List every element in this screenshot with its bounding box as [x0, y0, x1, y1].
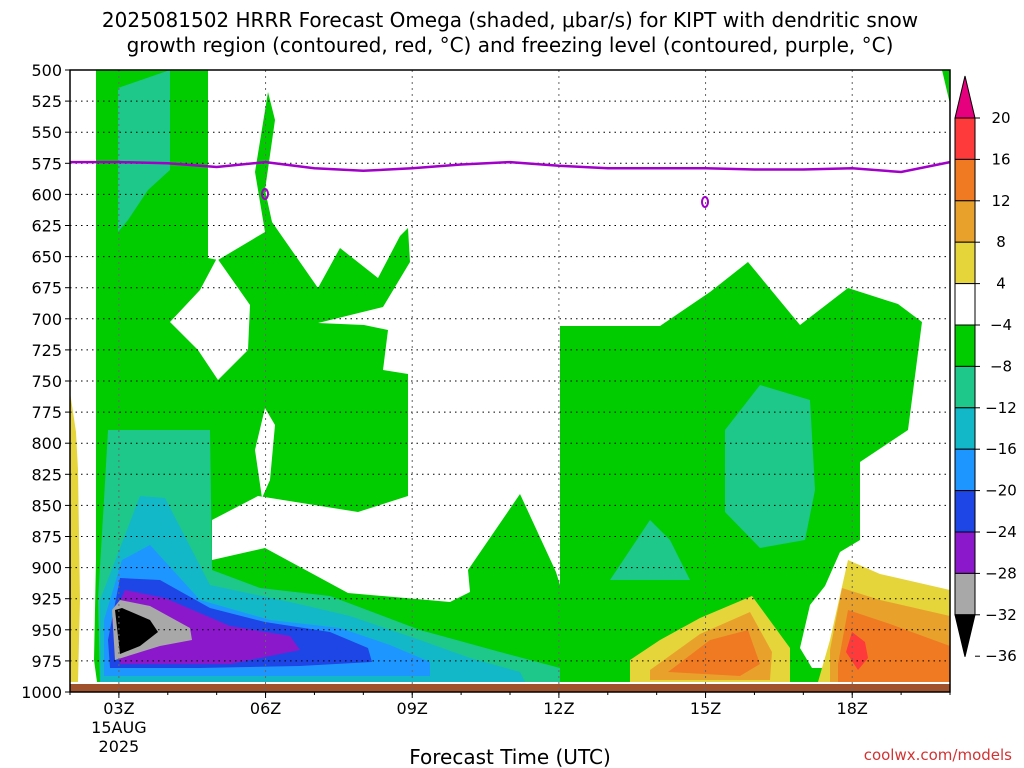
- y-tick-label: 525: [31, 92, 62, 111]
- colorbar-swatch: [954, 200, 976, 243]
- y-tick-label: 875: [31, 528, 62, 547]
- colorbar-swatch: [954, 531, 976, 574]
- freezing-level-label-marker: [261, 188, 269, 200]
- chart-title-line-2: growth region (contoured, red, °C) and f…: [127, 33, 894, 57]
- y-tick-label: 675: [31, 279, 62, 298]
- colorbar-swatch: [954, 365, 976, 409]
- colorbar-label: −8: [990, 357, 1012, 375]
- colorbar-swatch: [954, 490, 976, 533]
- y-tick-label: 500: [31, 61, 62, 80]
- y-tick-label: 700: [31, 310, 62, 329]
- colorbar-label: −12: [985, 399, 1017, 417]
- colorbar-label: 16: [991, 150, 1010, 168]
- y-tick-label: 950: [31, 621, 62, 640]
- x-tick-label: 06Z: [250, 699, 281, 718]
- colorbar-swatch: [954, 241, 976, 285]
- x-tick-label: 03Z: [103, 699, 134, 718]
- omega-band-plus4-to-plus8: [70, 392, 80, 682]
- colorbar-swatch: [954, 407, 976, 450]
- y-tick-label: 850: [31, 496, 62, 515]
- freezing-level-contour: [70, 160, 951, 174]
- y-tick-label: 550: [31, 123, 62, 142]
- y-tick-label: 600: [31, 185, 62, 204]
- chart-title-line-1: 2025081502 HRRR Forecast Omega (shaded, …: [102, 8, 918, 32]
- plot-grid: [70, 70, 950, 692]
- colorbar-label: 20: [991, 109, 1010, 127]
- colorbar-label: −28: [985, 564, 1017, 582]
- colorbar-swatch: [954, 324, 976, 367]
- x-tick-label: 18Z: [837, 699, 868, 718]
- omega-shaded-field: [70, 70, 950, 692]
- y-tick-label: 925: [31, 590, 62, 609]
- y-tick-label: 1000: [21, 683, 62, 702]
- omega-band-below-minus36: [115, 608, 158, 654]
- credit-text: coolwx.com/models: [864, 746, 1012, 764]
- y-tick-label: 625: [31, 217, 62, 236]
- y-axis-pressure: 500 525 550 575 600 625 650 675 700 725 750 775 800 8…: [21, 61, 70, 702]
- y-tick-label: 900: [31, 559, 62, 578]
- y-tick-label: 800: [31, 434, 62, 453]
- colorbar-swatch: [954, 448, 976, 492]
- freezing-level-label-marker: [701, 196, 709, 208]
- colorbar-bottom-arrow: [954, 614, 976, 657]
- colorbar-label: 12: [991, 192, 1010, 210]
- colorbar-swatch: [954, 283, 976, 326]
- terrain-strip: [70, 684, 950, 692]
- colorbar-label: −36: [985, 647, 1017, 665]
- x-tick-sublabel: 2025: [99, 737, 140, 756]
- omega-colorbar: 20 16 12 8 4 −4 −8 −12 −16 −20 −24 −28 −32 −36: [954, 75, 1017, 665]
- colorbar-label: −24: [985, 523, 1017, 541]
- omega-band-plus12-to-plus16: [668, 630, 760, 676]
- colorbar-label: 8: [996, 233, 1006, 251]
- colorbar-label: 4: [996, 275, 1006, 293]
- x-axis-label: Forecast Time (UTC): [409, 745, 611, 768]
- omega-band-minus8-to-minus12: [118, 70, 170, 232]
- colorbar-label: −32: [985, 606, 1017, 624]
- y-tick-label: 775: [31, 403, 62, 422]
- x-tick-label: 15Z: [690, 699, 721, 718]
- omega-band-minus4-to-minus8: [94, 70, 922, 682]
- y-tick-label: 575: [31, 154, 62, 173]
- colorbar-top-arrow: [954, 75, 976, 119]
- x-tick-sublabel: 15AUG: [91, 718, 146, 737]
- x-tick-label: 12Z: [543, 699, 574, 718]
- colorbar-swatch: [954, 117, 976, 160]
- y-tick-label: 650: [31, 248, 62, 267]
- colorbar-label: −4: [990, 316, 1012, 334]
- x-tick-label: 09Z: [397, 699, 428, 718]
- y-tick-label: 825: [31, 465, 62, 484]
- y-tick-label: 975: [31, 652, 62, 671]
- colorbar-label: −16: [985, 440, 1017, 458]
- colorbar-swatch: [954, 572, 976, 616]
- y-tick-label: 750: [31, 372, 62, 391]
- colorbar-swatch: [954, 158, 976, 202]
- colorbar-label: −20: [985, 482, 1017, 500]
- y-tick-label: 725: [31, 341, 62, 360]
